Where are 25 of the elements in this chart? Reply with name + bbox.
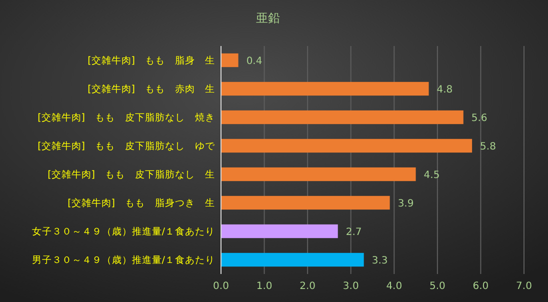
x-tick-label: 2.0 [300, 281, 316, 292]
x-tick-label: 6.0 [472, 281, 489, 292]
x-tick-label: 1.0 [256, 281, 272, 292]
x-tick-label: 3.0 [342, 281, 359, 292]
data-label: 3.3 [372, 255, 388, 266]
data-label: 4.5 [424, 170, 440, 181]
x-tick-label: 0.0 [213, 281, 229, 292]
y-tick-label: [交雑牛肉] もも 皮下脂肪なし 生 [48, 168, 215, 180]
y-tick-label: [交雑牛肉] もも 皮下脂肪なし ゆで [38, 140, 216, 152]
x-tick-label: 7.0 [516, 281, 532, 292]
data-label: 5.6 [471, 112, 488, 124]
y-tick-label: 男子３０～４９（歳）推進量/１食あたり [32, 254, 215, 266]
data-label: 2.7 [346, 226, 362, 238]
data-label: 4.8 [436, 84, 453, 96]
y-tick-label: 女子３０～４９（歳）推進量/１食あたり [32, 225, 215, 238]
x-tick-label: 4.0 [386, 281, 402, 292]
data-label: 3.9 [398, 198, 414, 210]
chart-title: 亜鉛 [256, 11, 280, 25]
data-label: 5.8 [480, 141, 496, 152]
y-tick-label: [交雑牛肉] もも 赤肉 生 [88, 82, 215, 95]
data-label: 0.4 [246, 56, 262, 67]
y-tick-label: [交雑牛肉] もも 脂身 生 [88, 54, 215, 66]
y-tick-label: [交雑牛肉] もも 皮下脂肪なし 焼き [38, 111, 215, 124]
y-tick-label: [交雑牛肉] もも 脂身つき 生 [68, 196, 215, 209]
x-tick-label: 5.0 [429, 281, 446, 292]
